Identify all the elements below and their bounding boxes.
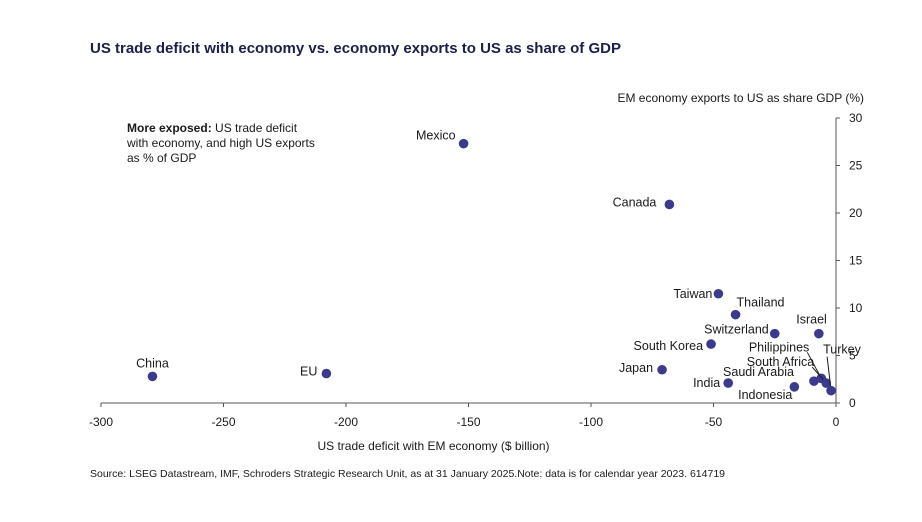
point-label: EU	[300, 365, 317, 379]
data-point	[814, 328, 824, 339]
data-point	[664, 199, 675, 210]
data-point	[321, 368, 332, 379]
y-tick-label: 20	[849, 206, 863, 220]
x-axis-title: US trade deficit with EM economy ($ bill…	[317, 439, 549, 453]
point-label: Thailand	[737, 296, 785, 310]
x-tick-label: -250	[211, 415, 235, 429]
data-point	[826, 385, 836, 396]
data-point	[147, 371, 158, 382]
data-point	[458, 138, 469, 149]
data-point	[789, 382, 800, 392]
point-label: Japan	[619, 361, 653, 375]
point-label: South Africa	[747, 355, 814, 369]
x-tick-label: -200	[334, 415, 358, 429]
point-label: Indonesia	[738, 388, 792, 402]
data-point	[706, 339, 716, 349]
y-axis-title: EM economy exports to US as share GDP (%…	[617, 91, 864, 105]
y-tick-label: 15	[849, 254, 863, 268]
leader-line	[806, 352, 822, 379]
data-point	[821, 378, 831, 388]
data-point	[769, 328, 780, 339]
annotation-box: More exposed: US trade deficit with econ…	[127, 121, 317, 166]
chart-title: US trade deficit with economy vs. econom…	[90, 40, 621, 57]
data-point	[657, 364, 667, 375]
y-tick-label: 5	[849, 349, 856, 363]
y-tick-label: 25	[849, 159, 863, 173]
x-tick-label: -50	[705, 415, 723, 429]
x-tick-label: 0	[833, 415, 840, 429]
point-label: Israel	[796, 313, 827, 327]
x-tick-label: -100	[579, 415, 603, 429]
leader-line	[826, 356, 832, 391]
point-label: China	[136, 356, 169, 370]
point-label: India	[693, 376, 720, 390]
point-label: Switzerland	[704, 323, 769, 337]
annotation-text: US trade deficit with economy, and high …	[127, 121, 315, 165]
y-tick-label: 30	[849, 111, 863, 125]
data-point	[723, 378, 733, 388]
data-point	[809, 376, 819, 386]
x-tick-label: -300	[89, 415, 113, 429]
point-label: Turkey	[823, 343, 861, 357]
source-note: Source: LSEG Datastream, IMF, Schroders …	[90, 468, 726, 480]
y-tick-label: 0	[849, 396, 856, 410]
y-tick-label: 10	[849, 301, 863, 315]
point-label: South Korea	[634, 339, 704, 353]
point-label: Philippines	[749, 340, 809, 354]
point-label: Canada	[613, 195, 657, 209]
point-label: Saudi Arabia	[723, 365, 794, 379]
point-label: Mexico	[416, 129, 456, 143]
data-point	[713, 288, 724, 299]
annotation-bold: More exposed:	[127, 121, 212, 135]
data-point	[730, 309, 741, 320]
x-tick-label: -150	[456, 415, 480, 429]
point-label: Taiwan	[673, 287, 712, 301]
